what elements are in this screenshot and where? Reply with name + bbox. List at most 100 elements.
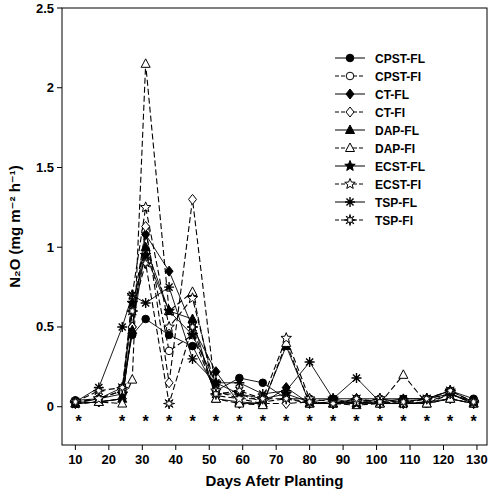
- data-point: [187, 293, 197, 303]
- data-point: [212, 367, 220, 377]
- x-tick-label: 70: [269, 452, 283, 467]
- series-line: [75, 263, 473, 403]
- x-tick-label: 20: [102, 452, 116, 467]
- legend-label: CPST-FI: [375, 70, 421, 84]
- data-point: [141, 59, 150, 68]
- plot-frame: [62, 8, 487, 445]
- legend-label: ECST-FL: [375, 160, 425, 174]
- data-point: [189, 194, 197, 204]
- data-point: [127, 290, 137, 300]
- x-axis-label: Days Afetr Planting: [206, 472, 344, 489]
- x-tick: [410, 445, 411, 450]
- data-point: [165, 266, 173, 276]
- data-point: [469, 397, 479, 407]
- legend-marker: [346, 143, 355, 152]
- data-point: [234, 385, 245, 396]
- legend-marker: [346, 72, 354, 80]
- data-point: [141, 298, 151, 308]
- x-tick: [376, 445, 377, 450]
- legend-marker: [345, 179, 355, 189]
- legend-label: ECST-FI: [375, 178, 421, 192]
- annotation: *: [236, 413, 243, 430]
- data-point: [188, 354, 198, 364]
- data-point: [399, 370, 408, 379]
- legend: CPST-FLCPST-FICT-FLCT-FIDAP-FLDAP-FIECST…: [329, 46, 479, 236]
- data-point: [164, 282, 174, 292]
- data-point: [140, 202, 150, 212]
- data-point: [421, 393, 432, 404]
- x-tick-label: 40: [169, 452, 183, 467]
- data-point: [140, 258, 151, 269]
- y-tick: [57, 167, 62, 168]
- y-tick-label: 2: [47, 80, 54, 95]
- x-tick: [209, 445, 210, 450]
- data-point: [164, 306, 174, 316]
- legend-marker: [346, 89, 354, 99]
- y-tick-label: 2.5: [36, 1, 54, 16]
- data-point: [128, 375, 137, 384]
- data-point: [210, 388, 221, 399]
- y-tick-label: 1: [47, 240, 54, 255]
- data-point: [165, 306, 174, 315]
- x-tick: [309, 445, 310, 450]
- y-tick-label: 1.5: [36, 160, 54, 175]
- legend-label: TSP-FI: [375, 214, 413, 228]
- data-point: [165, 306, 174, 315]
- x-tick-label: 80: [302, 452, 316, 467]
- data-point: [374, 396, 385, 407]
- legend-marker: [346, 125, 355, 134]
- data-point: [165, 347, 173, 355]
- x-tick-label: 100: [366, 452, 388, 467]
- y-tick-label: 0: [47, 399, 54, 414]
- data-point: [117, 382, 128, 393]
- x-tick-label: 60: [235, 452, 249, 467]
- legend-marker: [345, 215, 356, 226]
- legend-label: DAP-FI: [375, 142, 415, 156]
- data-point: [142, 222, 150, 232]
- legend-label: TSP-FL: [375, 196, 417, 210]
- data-point: [257, 393, 268, 404]
- data-point: [375, 397, 385, 407]
- annotation: *: [470, 413, 477, 430]
- x-tick: [142, 445, 143, 450]
- data-point: [328, 398, 339, 409]
- annotation: *: [213, 413, 220, 430]
- x-tick-label: 110: [400, 452, 421, 467]
- x-tick-label: 90: [336, 452, 350, 467]
- annotation: *: [283, 413, 290, 430]
- data-point: [93, 385, 104, 396]
- data-point: [142, 315, 150, 323]
- legend-label: CT-FL: [375, 88, 409, 102]
- x-tick: [343, 445, 344, 450]
- x-tick: [75, 445, 76, 450]
- data-point: [211, 377, 221, 387]
- data-point: [305, 357, 315, 367]
- legend-marker: [345, 197, 355, 207]
- x-tick-label: 50: [202, 452, 216, 467]
- data-point: [165, 331, 173, 339]
- data-point: [164, 321, 174, 331]
- data-point: [304, 396, 315, 407]
- annotation: *: [424, 413, 431, 430]
- data-point: [189, 342, 197, 350]
- legend-marker: [346, 107, 354, 117]
- data-point: [127, 306, 138, 317]
- annotation: *: [377, 413, 384, 430]
- data-point: [127, 290, 137, 300]
- annotation: *: [189, 413, 196, 430]
- series-line: [75, 234, 473, 403]
- legend-label: CPST-FL: [375, 52, 425, 66]
- data-point: [128, 325, 137, 334]
- chart: 00.511.522.51020304050607080901001101201…: [0, 0, 500, 496]
- data-point: [259, 379, 267, 387]
- annotation: *: [447, 413, 454, 430]
- data-point: [281, 333, 291, 343]
- data-point: [70, 396, 81, 407]
- data-point: [398, 396, 409, 407]
- data-point: [70, 397, 80, 407]
- series-line: [75, 287, 473, 402]
- data-point: [211, 378, 221, 388]
- data-point: [188, 314, 197, 323]
- y-axis-label: N₂O (mg m⁻² h⁻¹): [6, 165, 23, 287]
- y-tick: [57, 406, 62, 407]
